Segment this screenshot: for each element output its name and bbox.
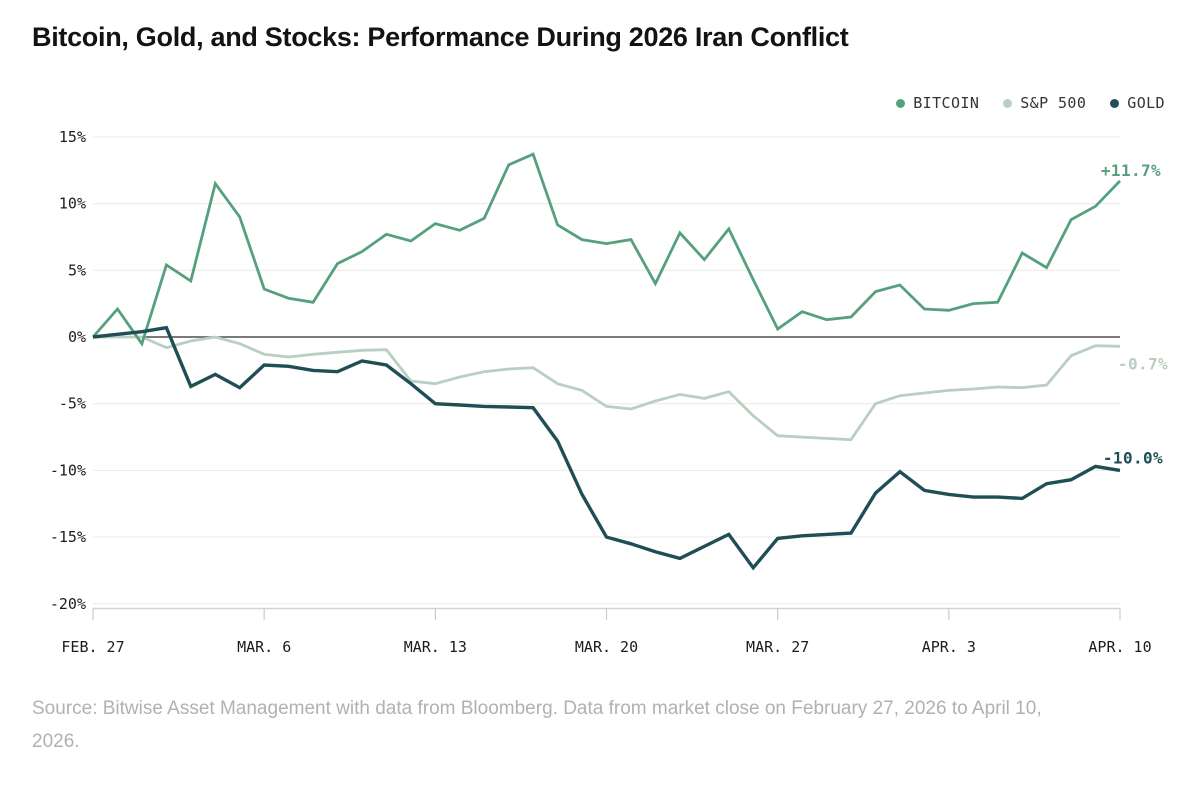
y-tick-label: 5% — [68, 261, 86, 279]
legend-item-label: S&P 500 — [1020, 94, 1087, 112]
x-tick-label: MAR. 27 — [746, 638, 809, 656]
source-note-line-2: 2026. — [32, 730, 80, 752]
x-tick-label: MAR. 6 — [237, 638, 291, 656]
y-tick-label: -5% — [59, 395, 86, 413]
sp500-line — [93, 335, 1121, 442]
legend-item-gold: GOLD — [1110, 94, 1165, 112]
gold-legend-dot-icon — [1110, 98, 1120, 108]
gold-end-label: -10.0% — [1103, 448, 1163, 467]
bitcoin-legend-dot-icon — [896, 98, 906, 108]
chart-legend: BITCOIN S&P 500 GOLD — [896, 94, 1165, 112]
bitcoin-end-label: +11.7% — [1101, 161, 1161, 180]
y-tick-label: -10% — [50, 461, 86, 479]
x-tick-label: APR. 3 — [922, 638, 976, 656]
legend-item-sp500: S&P 500 — [1003, 94, 1086, 112]
y-tick-label: 10% — [59, 195, 86, 213]
y-tick-label: 0% — [68, 328, 86, 346]
x-tick-label: APR. 10 — [1088, 638, 1151, 656]
y-tick-label: -15% — [50, 528, 86, 546]
gold-line — [92, 325, 1121, 571]
legend-item-bitcoin: BITCOIN — [896, 94, 979, 112]
x-tick-label: MAR. 20 — [575, 638, 638, 656]
x-tick-label: FEB. 27 — [61, 638, 124, 656]
sp500-end-label: -0.7% — [1118, 354, 1168, 373]
y-tick-label: 15% — [59, 128, 86, 146]
x-tick-label: MAR. 13 — [404, 638, 467, 656]
sp500-legend-dot-icon — [1003, 98, 1013, 108]
legend-item-label: BITCOIN — [913, 94, 980, 112]
y-tick-label: -20% — [50, 595, 86, 613]
bitcoin-line — [91, 152, 1122, 347]
source-note-line-1: Source: Bitwise Asset Management with da… — [32, 698, 1042, 719]
legend-item-label: GOLD — [1127, 94, 1165, 112]
page-title: Bitcoin, Gold, and Stocks: Performance D… — [32, 22, 849, 52]
source-note: Source: Bitwise Asset Management with da… — [32, 693, 1192, 758]
